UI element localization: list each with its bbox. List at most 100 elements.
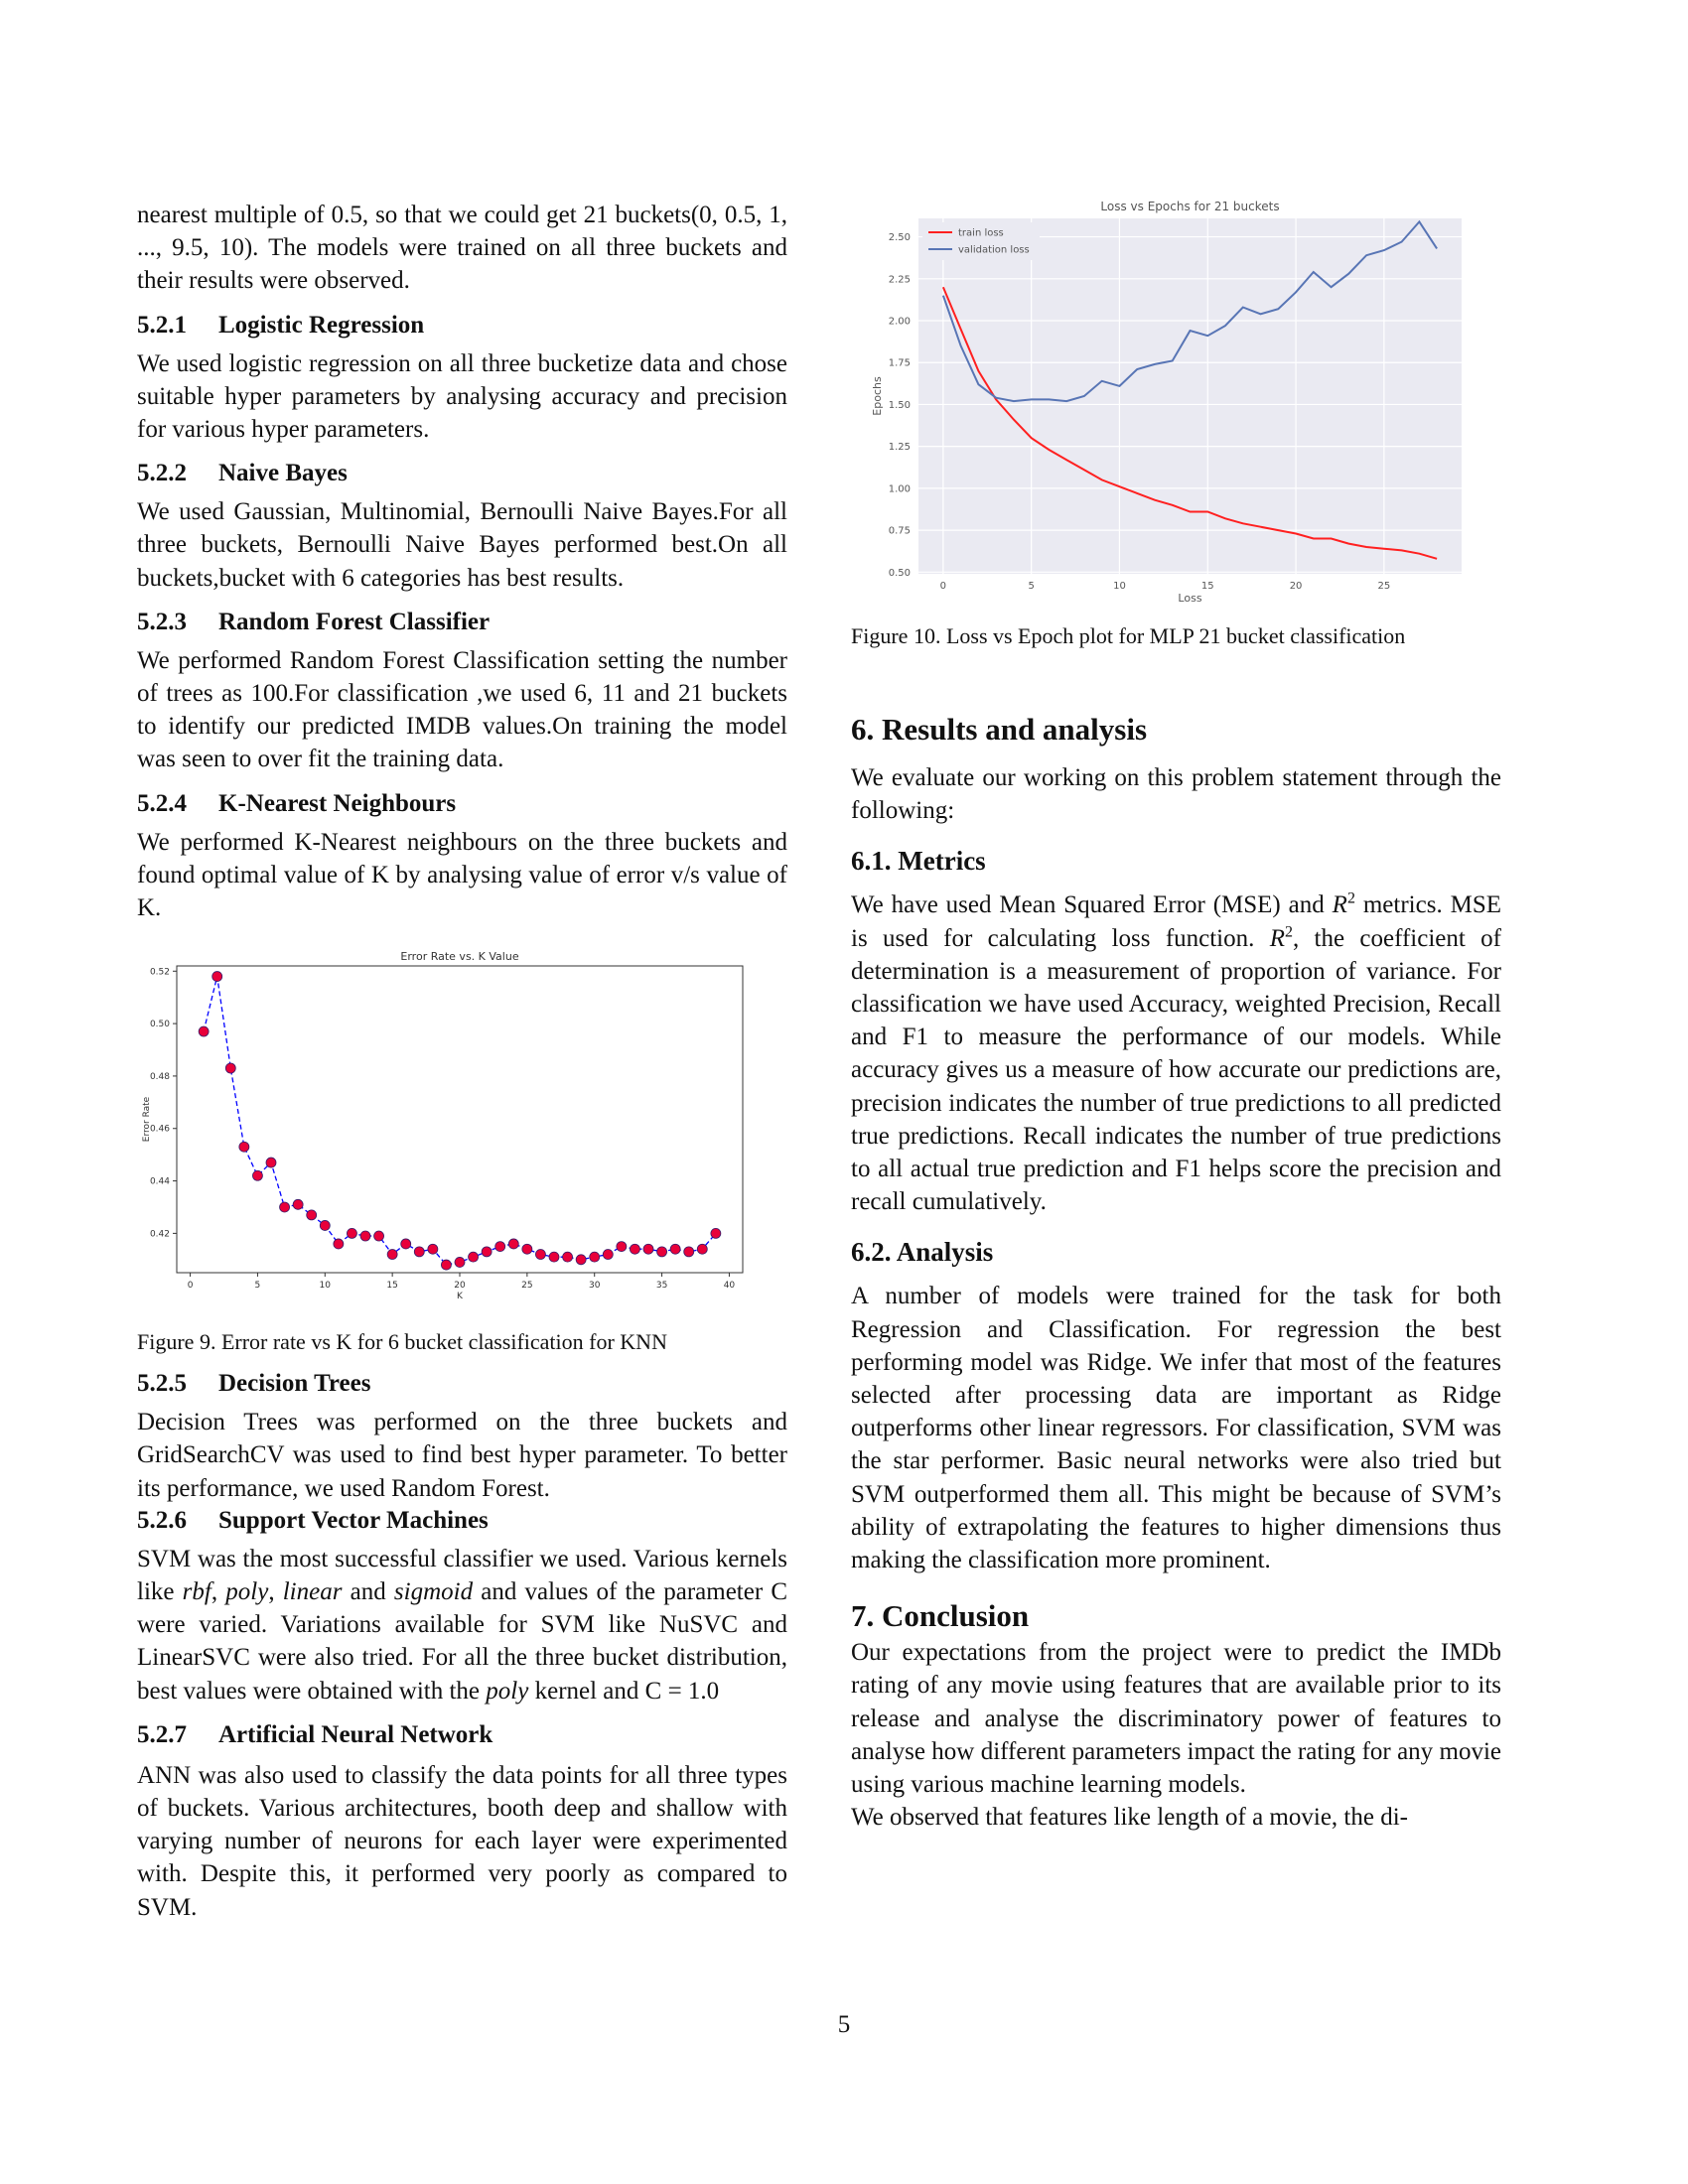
section-5-2-7-text: ANN was also used to classify the data p…	[137, 1761, 787, 1921]
data-point	[224, 1062, 236, 1074]
data-point	[616, 1241, 628, 1253]
section-title: K-Nearest Neighbours	[218, 789, 457, 817]
section-title: Naive Bayes	[218, 460, 348, 487]
y-tick-label: 2.00	[889, 317, 911, 328]
section-5-2-6-heading: 5.2.6 Support Vector Machines	[137, 1505, 787, 1537]
section-title: Artificial Neural Network	[218, 1720, 493, 1748]
x-tick-label: 5	[1028, 581, 1034, 592]
section-5-2-4-heading: 5.2.4 K-Nearest Neighbours	[137, 788, 787, 820]
data-point	[359, 1230, 371, 1242]
x-axis-label: K	[457, 1292, 464, 1301]
section-7-paragraph-1: Our expectations from the project were t…	[851, 1639, 1501, 1799]
data-point	[198, 1025, 210, 1037]
y-tick-label: 0.52	[150, 968, 170, 978]
text-run: ,	[211, 1578, 226, 1606]
section-5-2-3-text: We performed Random Forest Classificatio…	[137, 646, 787, 773]
plot-frame	[176, 965, 744, 1274]
x-tick-label: 25	[521, 1281, 532, 1291]
data-point	[710, 1228, 722, 1240]
data-point	[602, 1249, 614, 1261]
data-point	[696, 1244, 708, 1255]
y-tick-label: 1.00	[889, 483, 911, 494]
data-point	[386, 1249, 398, 1261]
data-point	[279, 1201, 290, 1213]
data-point	[683, 1246, 695, 1258]
x-tick-label: 25	[1377, 581, 1390, 592]
data-point	[373, 1230, 384, 1242]
y-tick-label: 1.50	[889, 400, 911, 411]
x-tick-label: 5	[255, 1281, 261, 1291]
y-tick-label: 2.25	[889, 274, 911, 285]
section-number: 5.2.6	[137, 1506, 187, 1534]
data-point	[507, 1238, 519, 1250]
x-tick-label: 0	[940, 581, 946, 592]
data-point	[413, 1246, 425, 1258]
kernel-poly: poly	[225, 1578, 269, 1606]
data-point	[400, 1238, 412, 1250]
text-run: ,	[268, 1578, 283, 1606]
legend-label: validation loss	[958, 245, 1030, 256]
x-tick-label: 10	[1113, 581, 1126, 592]
kernel-rbf: rbf	[182, 1578, 211, 1606]
data-point	[548, 1252, 560, 1263]
chart-title: Loss vs Epochs for 21 buckets	[1100, 200, 1279, 213]
page-number: 5	[837, 2011, 851, 2038]
series-line-1	[941, 219, 1438, 403]
y-tick-label: 0.46	[150, 1125, 170, 1135]
section-5-2-1-text: We used logistic regression on all three…	[137, 349, 787, 444]
data-point	[562, 1252, 573, 1263]
right-column: Loss vs Epochs for 21 buckets 0 5 10 15 20 25 0…	[851, 199, 1501, 1834]
data-point	[252, 1170, 263, 1181]
kernel-sigmoid: sigmoid	[393, 1578, 474, 1606]
left-column: nearest multiple of 0.5, so that we coul…	[137, 199, 787, 1924]
section-6-2-heading: 6.2. Analysis	[851, 1237, 994, 1268]
section-5-2-2-heading: 5.2.2 Naive Bayes	[137, 458, 787, 489]
section-5-2-7-heading: 5.2.7 Artificial Neural Network	[137, 1719, 787, 1751]
kernel-linear: linear	[282, 1578, 343, 1606]
section-number: 5.2.4	[137, 789, 187, 817]
section-6-heading: 6. Results and analysis	[851, 712, 1148, 747]
intro-paragraph: nearest multiple of 0.5, so that we coul…	[137, 202, 787, 295]
x-tick-label: 30	[589, 1281, 601, 1291]
y-axis-label: Epochs	[871, 376, 884, 416]
figure-9-caption: Figure 9. Error rate vs K for 6 bucket c…	[137, 1329, 667, 1355]
kernel-poly: poly	[486, 1677, 529, 1705]
data-point	[333, 1238, 345, 1250]
data-point	[454, 1257, 466, 1269]
section-number: 5.2.2	[137, 460, 187, 487]
y-axis-label: Error Rate	[142, 1097, 152, 1143]
superscript: 2	[1346, 890, 1355, 908]
section-title: Random Forest Classifier	[218, 608, 491, 635]
data-point	[575, 1254, 587, 1266]
data-point	[630, 1244, 640, 1255]
legend-label: train loss	[958, 228, 1004, 239]
section-6-text: We evaluate our working on this problem …	[851, 764, 1501, 825]
knn-error-rate-chart: Error Rate vs. K Value 0 5 10 15 20 25 30 35 40 0.…	[142, 950, 744, 1301]
section-6-1-heading: 6.1. Metrics	[851, 846, 986, 877]
x-tick-label: 15	[386, 1281, 397, 1291]
text-run: metrics. MSE is used for calculating los…	[851, 891, 1501, 952]
data-point	[535, 1249, 546, 1261]
plot-background	[918, 218, 1462, 574]
figure-10-caption: Figure 10. Loss vs Epoch plot for MLP 21…	[851, 623, 1406, 648]
data-point	[481, 1246, 492, 1258]
section-5-2-1-heading: 5.2.1 Logistic Regression	[137, 310, 787, 341]
data-point	[642, 1244, 654, 1255]
text-run: kernel and C = 1.0	[528, 1677, 720, 1705]
text-run: and	[342, 1578, 394, 1606]
superscript: 2	[1284, 923, 1293, 941]
legend-box	[922, 222, 1040, 260]
y-tick-label: 0.44	[150, 1177, 170, 1187]
y-tick-label: 0.48	[150, 1072, 170, 1082]
text-run: and values of the parameter C were varie…	[137, 1578, 787, 1705]
section-title: Decision Trees	[218, 1370, 371, 1398]
section-5-2-5-text: Decision Trees was performed on the thre…	[137, 1409, 787, 1502]
section-number: 5.2.7	[137, 1720, 187, 1748]
data-point	[656, 1246, 667, 1258]
r-squared-symbol: R	[1269, 924, 1285, 952]
x-tick-label: 0	[188, 1281, 194, 1291]
section-5-2-2-text: We used Gaussian, Multinomial, Bernoulli…	[137, 498, 787, 592]
section-5-2-3-heading: 5.2.3 Random Forest Classifier	[137, 607, 787, 638]
section-6-2-text: A number of models were trained for the …	[851, 1283, 1501, 1574]
r-squared-symbol: R	[1332, 891, 1347, 919]
